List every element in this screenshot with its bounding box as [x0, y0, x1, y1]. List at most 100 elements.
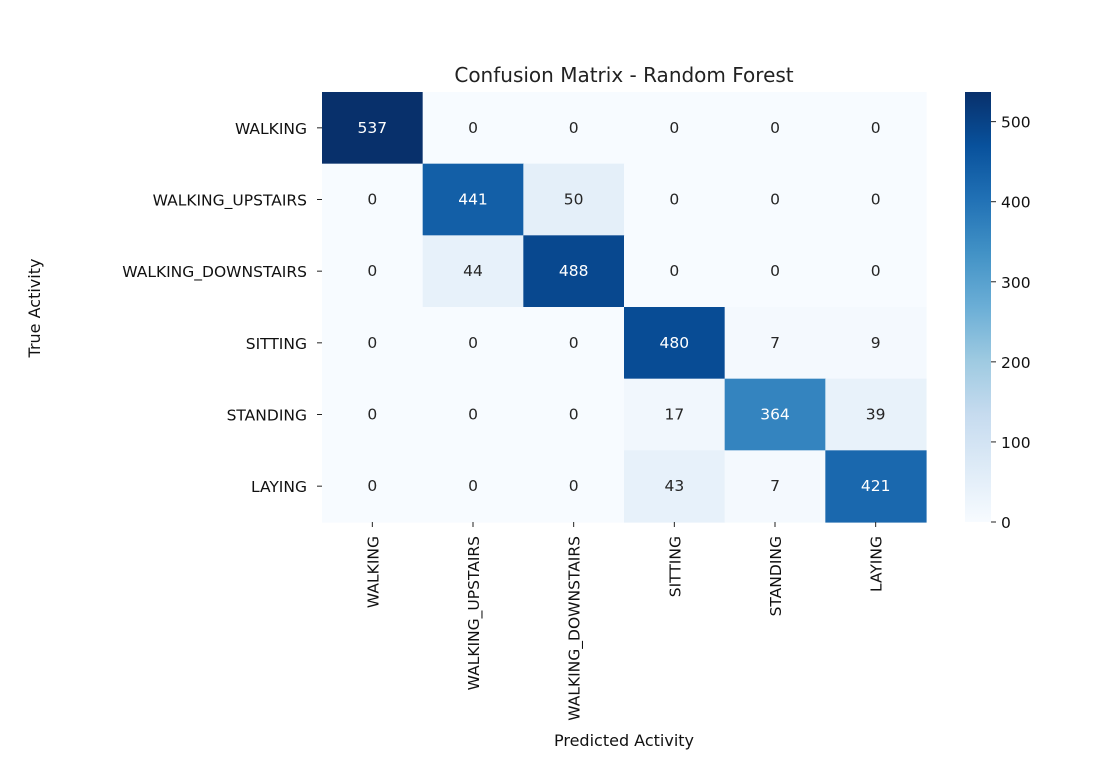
- cell-value: 43: [664, 477, 684, 495]
- heatmap-cell: [825, 163, 927, 236]
- cell-value: 17: [664, 406, 684, 424]
- colorbar-tick-label: 300: [1001, 274, 1031, 292]
- y-axis-label: True Activity: [25, 259, 44, 359]
- heatmap-cell: [624, 450, 726, 523]
- heatmap-cell: [724, 450, 826, 523]
- heatmap-cell: [322, 307, 424, 380]
- cell-annotations: 537 0 0 0 0 0 0 441 50 0 0 0 0 44 488 0 0 0 0 0 0 480 7 9 0 0 0 17 3…: [358, 119, 891, 495]
- x-tick-labels: WALKING WALKING_UPSTAIRS WALKING_DOWNSTAIR…: [364, 522, 886, 721]
- heatmap-cell: [422, 307, 524, 380]
- heatmap-cell: [322, 163, 424, 236]
- y-tick-label: LAYING: [251, 478, 307, 496]
- x-tick-label: SITTING: [666, 536, 684, 597]
- colorbar-tick-label: 400: [1001, 194, 1031, 212]
- heatmap-cell: [624, 307, 726, 380]
- cell-value: 7: [770, 334, 780, 352]
- x-tick-label: STANDING: [767, 536, 785, 616]
- cell-value: 441: [458, 191, 488, 209]
- cell-value: 0: [871, 262, 881, 280]
- cell-value: 0: [468, 406, 478, 424]
- colorbar-ticks: 0 100 200 300 400 500: [991, 114, 1031, 532]
- x-tick-label: LAYING: [868, 536, 886, 592]
- cell-value: 0: [770, 262, 780, 280]
- cell-value: 0: [770, 119, 780, 137]
- cell-value: 44: [463, 262, 483, 280]
- heatmap-cell: [523, 307, 625, 380]
- cell-value: 0: [367, 477, 377, 495]
- x-tick-label: WALKING_UPSTAIRS: [465, 536, 484, 690]
- cell-value: 0: [669, 262, 679, 280]
- cell-value: 9: [871, 334, 881, 352]
- cell-value: 0: [468, 477, 478, 495]
- heatmap-cell: [523, 235, 625, 308]
- cell-value: 0: [569, 477, 579, 495]
- x-tick-label: WALKING: [364, 536, 382, 608]
- cell-value: 0: [871, 191, 881, 209]
- cell-value: 0: [468, 119, 478, 137]
- colorbar-tick-label: 100: [1001, 434, 1031, 452]
- heatmap-cell: [523, 92, 625, 165]
- x-axis-label: Predicted Activity: [554, 731, 694, 750]
- cell-value: 0: [367, 406, 377, 424]
- heatmap-cell: [422, 92, 524, 165]
- heatmap-cell: [624, 163, 726, 236]
- cell-value: 364: [760, 406, 790, 424]
- cell-value: 7: [770, 477, 780, 495]
- cell-value: 488: [559, 262, 589, 280]
- cell-value: 39: [866, 406, 886, 424]
- cell-value: 0: [569, 119, 579, 137]
- heatmap-cell: [322, 450, 424, 523]
- cell-value: 0: [569, 334, 579, 352]
- heatmap-cell: [624, 235, 726, 308]
- cell-value: 537: [358, 119, 388, 137]
- y-tick-labels: WALKING WALKING_UPSTAIRS WALKING_DOWNSTAIR…: [122, 120, 322, 496]
- heatmap-cell: [422, 378, 524, 451]
- y-tick-label: STANDING: [227, 407, 307, 425]
- heatmap-cell: [322, 235, 424, 308]
- heatmap-cell: [724, 307, 826, 380]
- x-tick-label: WALKING_DOWNSTAIRS: [566, 536, 585, 721]
- heatmap-cell: [825, 235, 927, 308]
- cell-value: 0: [367, 262, 377, 280]
- cell-value: 0: [569, 406, 579, 424]
- heatmap-cell: [422, 235, 524, 308]
- cell-value: 50: [564, 191, 584, 209]
- heatmap-cell: [322, 92, 424, 165]
- cell-value: 0: [367, 334, 377, 352]
- heatmap-cell: [624, 92, 726, 165]
- heatmap-cell: [523, 450, 625, 523]
- heatmap-cell: [724, 378, 826, 451]
- heatmap-cell: [825, 307, 927, 380]
- cell-value: 421: [861, 477, 891, 495]
- heatmap-cell: [422, 450, 524, 523]
- cell-value: 0: [871, 119, 881, 137]
- chart-title: Confusion Matrix - Random Forest: [454, 63, 793, 87]
- y-tick-label: WALKING_UPSTAIRS: [153, 192, 307, 211]
- heatmap-cells: [322, 92, 927, 523]
- cell-value: 480: [660, 334, 690, 352]
- colorbar-tick-label: 200: [1001, 354, 1031, 372]
- heatmap-cell: [322, 378, 424, 451]
- heatmap-cell: [624, 378, 726, 451]
- colorbar: [965, 92, 991, 522]
- heatmap-cell: [825, 92, 927, 165]
- colorbar-tick-label: 500: [1001, 114, 1031, 132]
- heatmap-cell: [724, 235, 826, 308]
- heatmap-cell: [825, 450, 927, 523]
- heatmap-cell: [523, 378, 625, 451]
- cell-value: 0: [468, 334, 478, 352]
- cell-value: 0: [770, 191, 780, 209]
- heatmap-cell: [825, 378, 927, 451]
- heatmap-cell: [523, 163, 625, 236]
- y-tick-label: SITTING: [246, 335, 307, 353]
- heatmap-cell: [724, 92, 826, 165]
- cell-value: 0: [669, 119, 679, 137]
- y-tick-label: WALKING: [235, 120, 307, 138]
- heatmap-cell: [724, 163, 826, 236]
- heatmap-cell: [422, 163, 524, 236]
- cell-value: 0: [367, 191, 377, 209]
- y-tick-label: WALKING_DOWNSTAIRS: [122, 263, 307, 282]
- colorbar-tick-label: 0: [1001, 514, 1011, 532]
- cell-value: 0: [669, 191, 679, 209]
